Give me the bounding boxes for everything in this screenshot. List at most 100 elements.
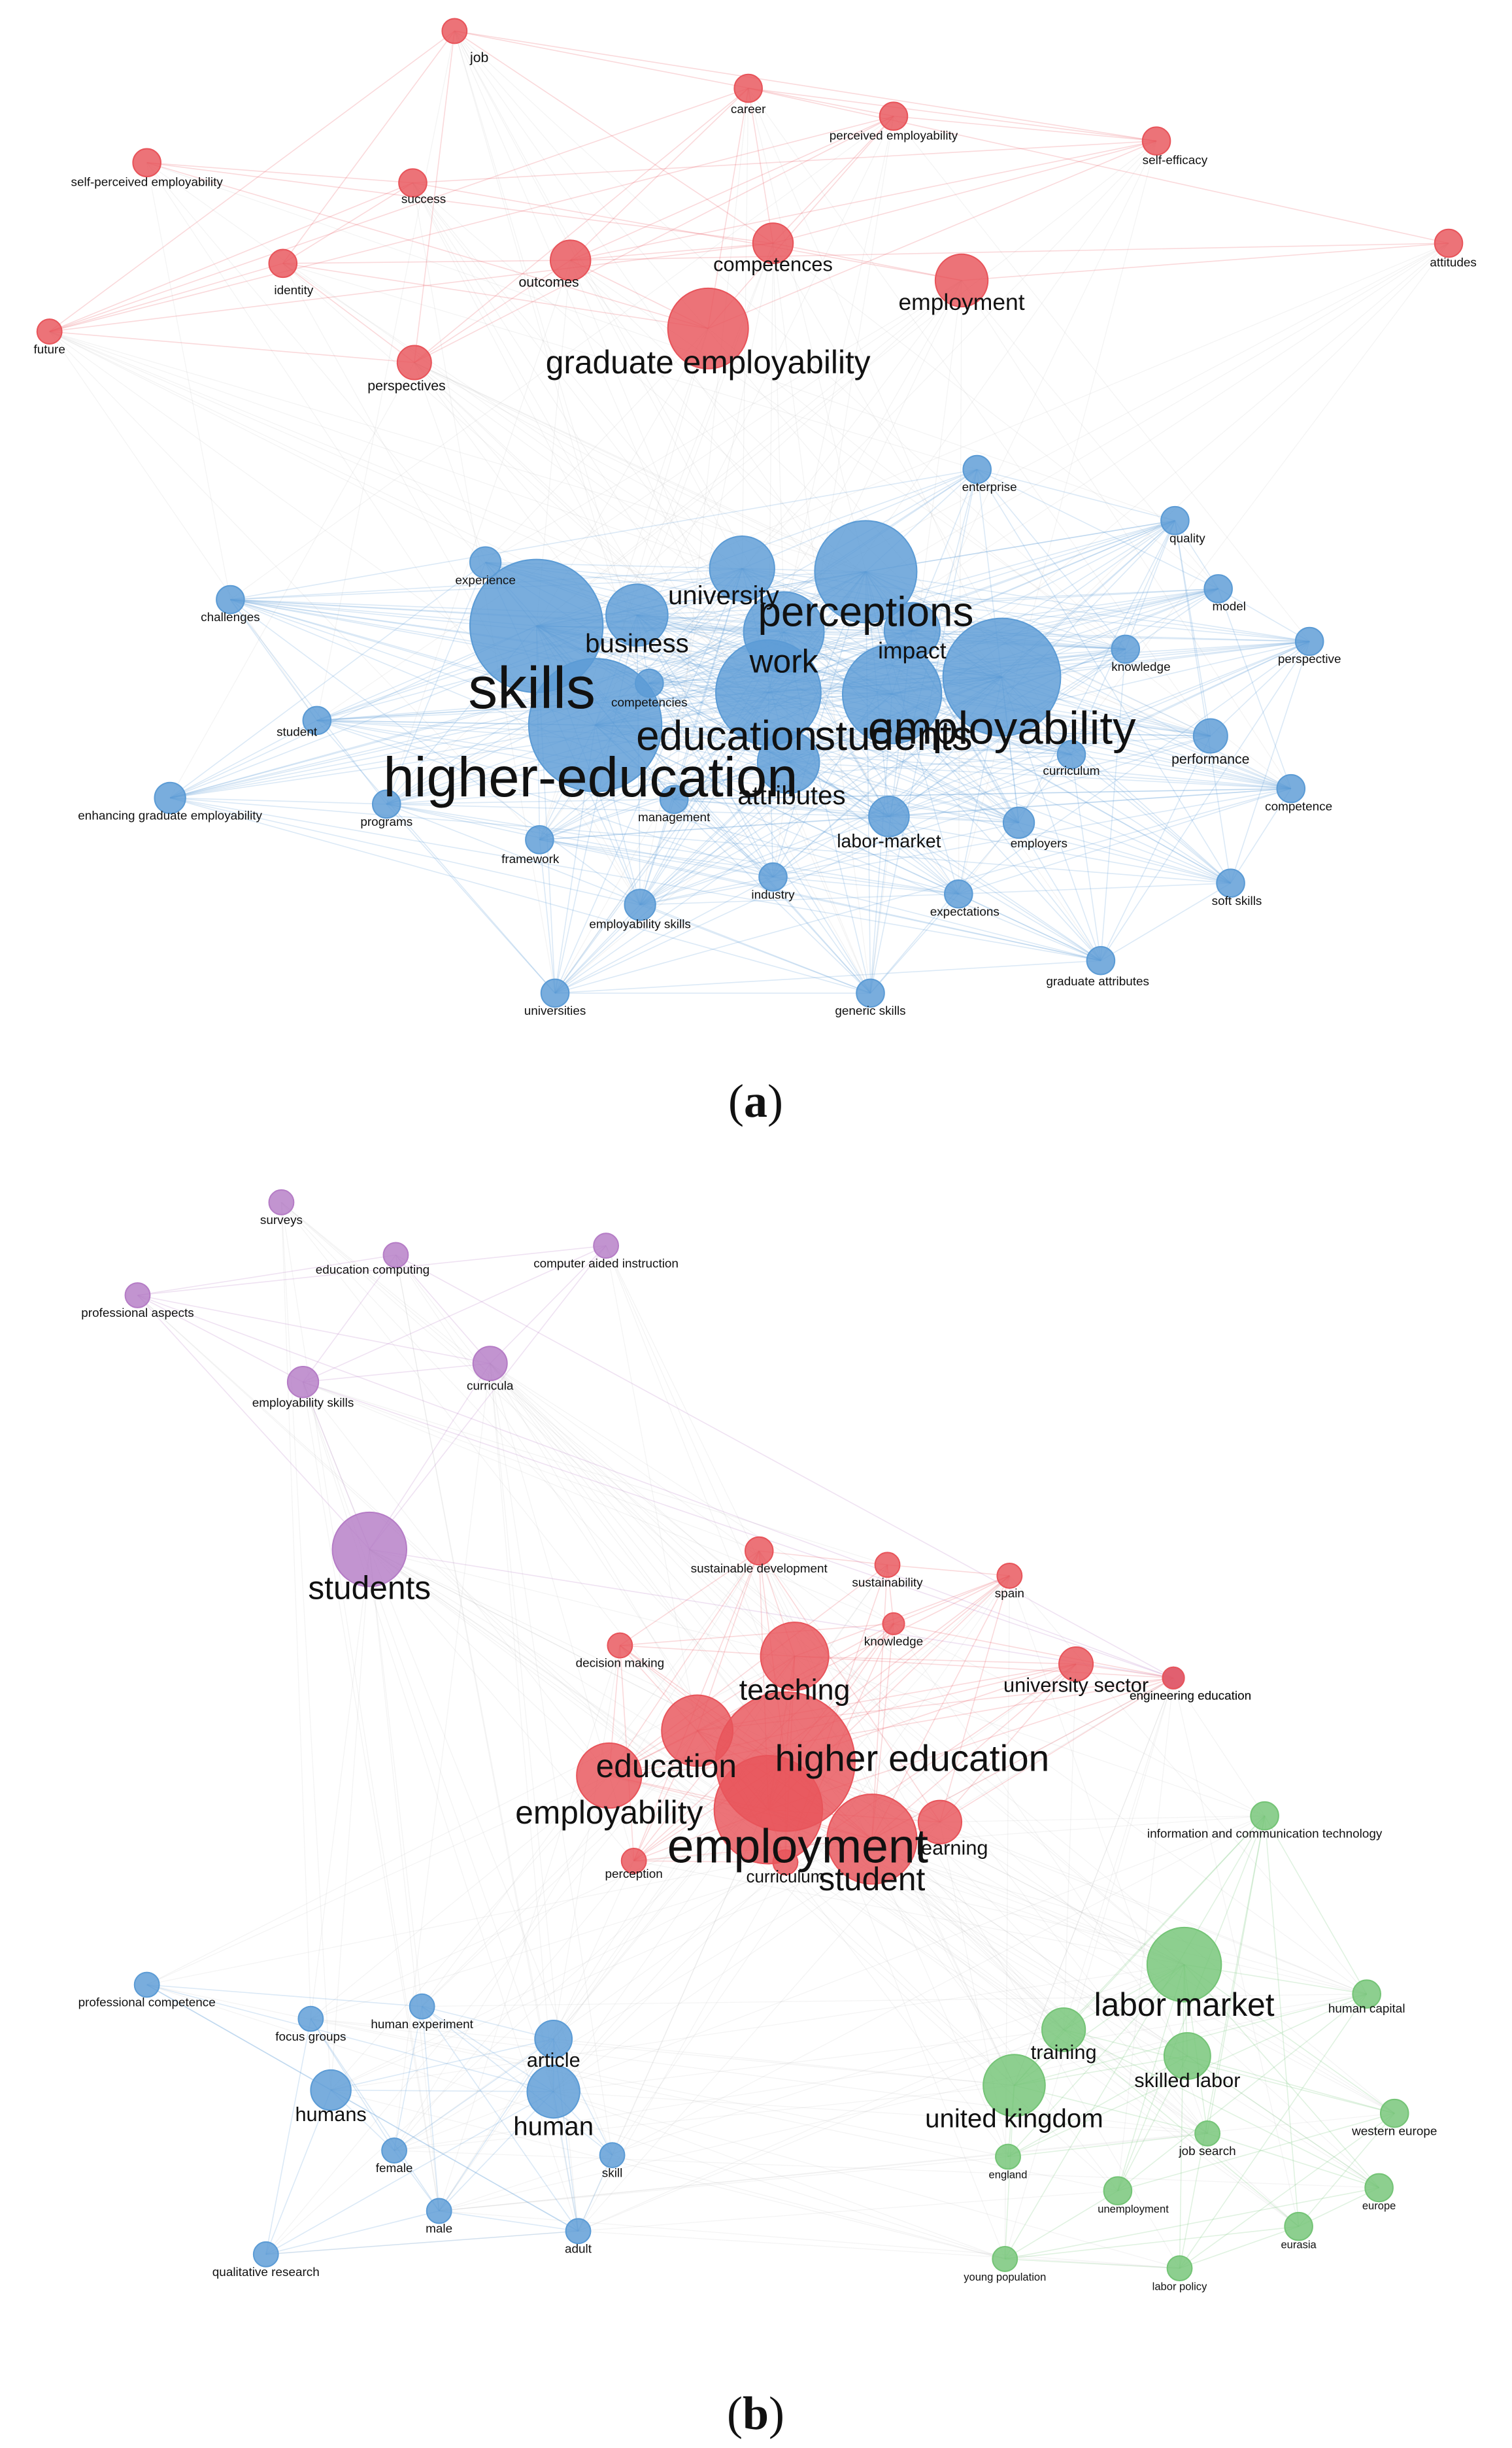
edge-a-236 <box>229 599 387 805</box>
caption-b: (b) <box>727 2387 784 2440</box>
edge-a-478 <box>674 798 1019 824</box>
edge-a-40 <box>570 140 1157 261</box>
edge-a-7 <box>454 30 1126 650</box>
node-label-a-job: job <box>469 50 488 65</box>
edge-a-56 <box>412 182 962 281</box>
node-label-a-employers: employers <box>1011 837 1067 851</box>
edge-a-113 <box>49 331 866 573</box>
edge-b-264 <box>1063 2029 1379 2188</box>
node-label-b-professional-competence: professional competence <box>78 1996 216 2010</box>
node-a-management <box>659 785 689 815</box>
edge-b-122 <box>893 1623 1188 2056</box>
edge-a-29 <box>570 115 894 261</box>
edge-a-115 <box>49 331 784 633</box>
edge-a-434 <box>386 754 1072 805</box>
node-label-a-quality: quality <box>1169 532 1205 545</box>
edge-a-106 <box>386 280 962 805</box>
edge-a-101 <box>485 280 962 563</box>
edge-b-83 <box>609 1550 760 1776</box>
edge-b-36 <box>137 1295 1118 2192</box>
edge-a-327 <box>1100 649 1126 961</box>
edge-a-2 <box>454 30 773 244</box>
edge-a-448 <box>595 724 1291 789</box>
edge-a-433 <box>595 724 1072 755</box>
node-label-b-perception: perception <box>605 1867 663 1881</box>
node-label-b-europe: europe <box>1362 2200 1396 2212</box>
edge-b-283 <box>1007 2133 1208 2158</box>
node-b-teaching <box>760 1622 830 1692</box>
edge-b-24 <box>137 1295 1174 1679</box>
nodes-a: job career perceived employability self-eff… <box>34 18 1477 1018</box>
edge-b-239 <box>1179 1816 1266 2269</box>
edge-a-486 <box>554 788 1292 994</box>
edge-a-18 <box>570 88 749 261</box>
edge-b-35 <box>137 1295 1015 2086</box>
edge-b-11 <box>395 1254 491 1364</box>
node-b-young-population <box>992 2245 1018 2272</box>
node-b-professional-competence <box>133 1971 160 1998</box>
edge-b-70 <box>369 1549 1064 2030</box>
edge-b-321 <box>394 2038 554 2151</box>
node-b-employability <box>576 1742 643 1809</box>
node-b-spain <box>996 1562 1023 1589</box>
edge-a-77 <box>961 243 1449 281</box>
node-b-labor-policy <box>1166 2255 1193 2282</box>
edge-b-285 <box>311 2018 1208 2134</box>
edge-a-506 <box>554 904 641 994</box>
edge-b-237 <box>1264 1816 1300 2227</box>
node-b-human-capital <box>1352 1979 1381 2009</box>
node-a-labor-market <box>868 796 910 838</box>
node-b-university-sector <box>1058 1646 1094 1682</box>
edge-b-267 <box>578 2029 1064 2232</box>
edge-b-2 <box>281 1202 1185 1965</box>
edge-a-68 <box>773 243 1219 589</box>
edge-a-8 <box>454 31 650 684</box>
node-a-quality <box>1160 505 1190 536</box>
node-b-students <box>331 1511 408 1588</box>
edge-a-42 <box>741 141 1157 570</box>
edge-a-358 <box>169 632 784 799</box>
edge-a-205 <box>639 568 743 906</box>
node-label-b-decision-making: decision making <box>576 1657 665 1671</box>
edge-b-318 <box>421 2006 579 2232</box>
edge-a-299 <box>539 630 913 841</box>
edge-b-111 <box>612 1575 1010 2156</box>
edge-b-312 <box>265 2018 312 2254</box>
edge-a-437 <box>1071 754 1232 884</box>
edge-b-220 <box>785 1862 1208 2134</box>
node-a-perspective <box>1294 626 1324 656</box>
network-panel-a: job career perceived employability self-eff… <box>34 18 1477 1018</box>
node-label-b-employment: employment <box>667 1819 928 1873</box>
edge-b-75 <box>369 1549 423 2007</box>
edge-b-85 <box>758 1550 941 1823</box>
edge-a-377 <box>648 683 774 877</box>
edge-a-469 <box>386 788 1291 805</box>
edge-a-97 <box>570 260 1002 677</box>
node-a-perspectives <box>396 345 432 381</box>
node-label-b-eurasia: eurasia <box>1281 2238 1317 2251</box>
edge-a-58 <box>412 182 637 616</box>
edge-b-113 <box>620 1623 894 1646</box>
edge-b-254 <box>578 1964 1184 2232</box>
edge-a-286 <box>636 615 871 994</box>
edge-a-38 <box>412 140 1157 184</box>
edge-a-467 <box>170 797 1101 961</box>
edge-b-7 <box>280 1202 440 2211</box>
edge-b-258 <box>1179 1994 1368 2269</box>
edge-a-95 <box>570 260 1126 650</box>
edge-a-88 <box>282 263 415 364</box>
edge-b-290 <box>1004 2190 1118 2260</box>
node-label-a-soft-skills: soft skills <box>1212 894 1262 908</box>
edge-a-507 <box>639 904 871 994</box>
edge-a-313 <box>1230 641 1310 883</box>
node-b-curricula <box>472 1346 508 1382</box>
edge-b-5 <box>280 1202 312 2019</box>
edge-a-85 <box>282 260 571 264</box>
node-label-b-human: human <box>513 2111 594 2141</box>
edge-b-10 <box>302 1254 397 1383</box>
edge-a-208 <box>637 588 1218 616</box>
node-label-a-competence: competence <box>1265 800 1332 813</box>
edge-b-323 <box>439 2038 554 2211</box>
edge-a-179 <box>169 562 486 798</box>
node-label-b-adult: adult <box>565 2242 592 2256</box>
